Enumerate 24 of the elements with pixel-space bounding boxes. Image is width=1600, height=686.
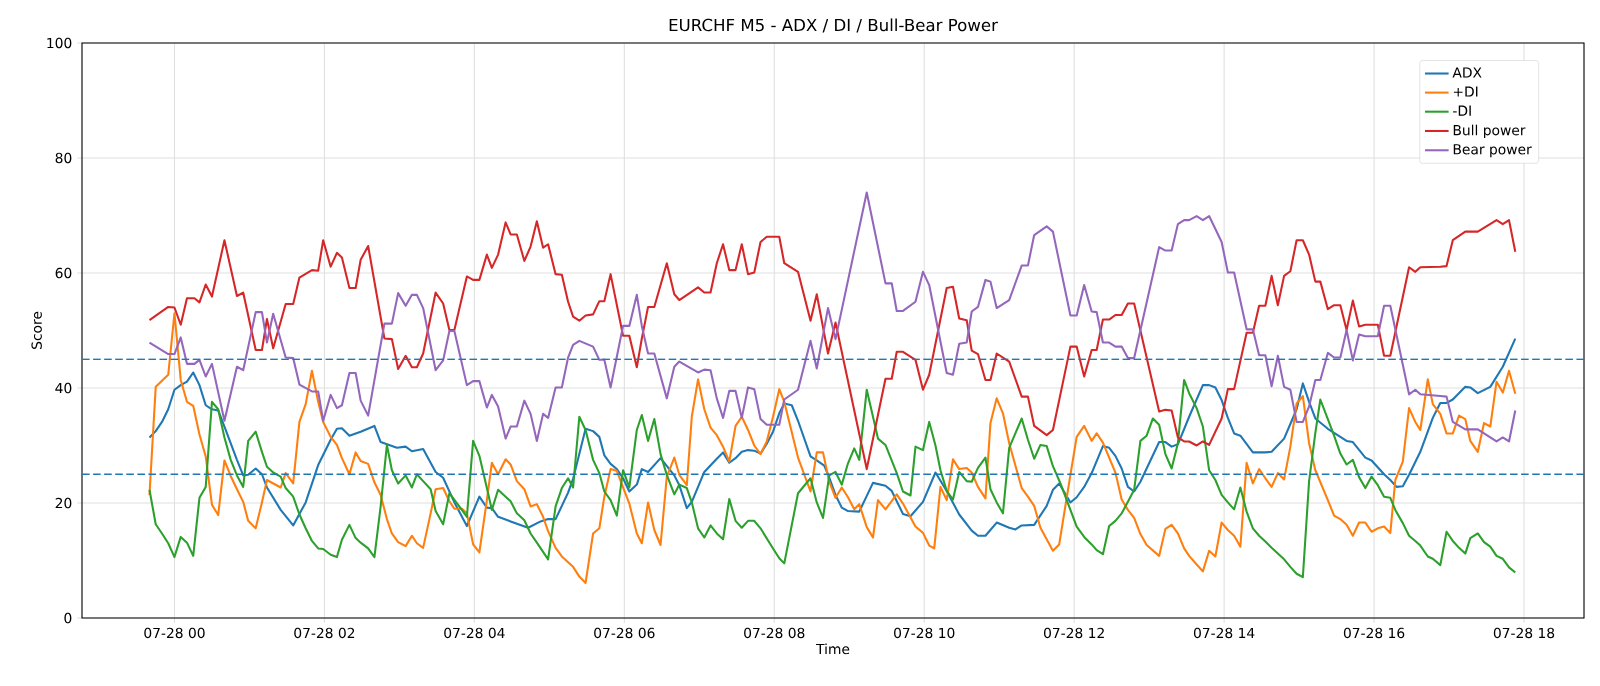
legend-label: Bull power <box>1453 124 1526 139</box>
legend-label: -DI <box>1453 105 1471 116</box>
x-tick-label: 07-28 14 <box>1193 627 1255 639</box>
x-tick-label: 07-28 18 <box>1493 627 1555 639</box>
x-tick-label: 07-28 16 <box>1343 627 1405 639</box>
legend-label: ADX <box>1452 67 1482 78</box>
y-tick-label: 20 <box>55 497 72 509</box>
x-tick-label: 07-28 00 <box>144 627 205 639</box>
x-tick-label: 07-28 12 <box>1043 627 1104 639</box>
legend-label: +DI <box>1453 86 1478 97</box>
x-tick-label: 07-28 08 <box>744 627 805 639</box>
x-tick-label: 07-28 06 <box>594 627 655 639</box>
x-axis-title: Time <box>816 643 850 655</box>
x-tick-label: 07-28 10 <box>894 627 955 639</box>
y-tick-label: 40 <box>55 382 72 394</box>
x-tick-label: 07-28 02 <box>294 627 355 639</box>
legend-label: Bear power <box>1453 144 1532 158</box>
y-tick-label: 0 <box>64 612 72 624</box>
chart-title: EURCHF M5 - ADX / DI / Bull-Bear Power <box>669 18 998 33</box>
y-tick-label: 80 <box>55 152 72 164</box>
y-tick-label: 100 <box>47 37 72 49</box>
y-tick-label: 60 <box>55 267 72 279</box>
x-tick-label: 07-28 04 <box>444 627 505 639</box>
y-axis-title: Score <box>31 311 42 349</box>
